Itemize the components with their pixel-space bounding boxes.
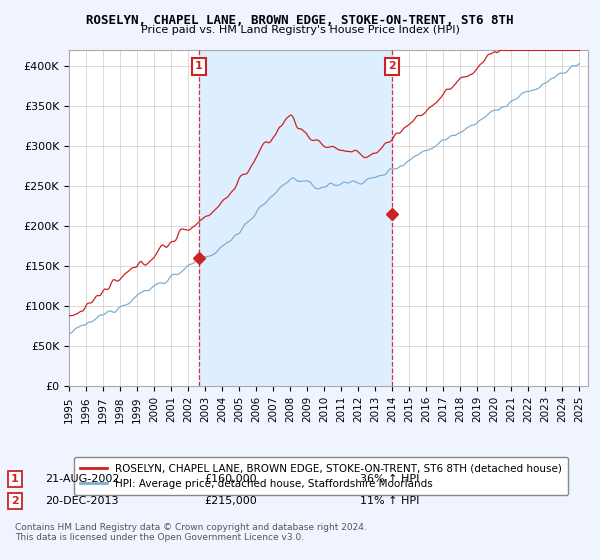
Text: 20-DEC-2013: 20-DEC-2013 xyxy=(45,496,119,506)
Text: 1: 1 xyxy=(195,62,203,71)
Text: This data is licensed under the Open Government Licence v3.0.: This data is licensed under the Open Gov… xyxy=(15,533,304,542)
Legend: ROSELYN, CHAPEL LANE, BROWN EDGE, STOKE-ON-TRENT, ST6 8TH (detached house), HPI:: ROSELYN, CHAPEL LANE, BROWN EDGE, STOKE-… xyxy=(74,457,568,495)
Text: 21-AUG-2002: 21-AUG-2002 xyxy=(45,474,119,484)
Bar xyxy=(199,50,392,386)
Text: 11% ↑ HPI: 11% ↑ HPI xyxy=(360,496,419,506)
Text: ROSELYN, CHAPEL LANE, BROWN EDGE, STOKE-ON-TRENT, ST6 8TH: ROSELYN, CHAPEL LANE, BROWN EDGE, STOKE-… xyxy=(86,14,514,27)
Text: 2: 2 xyxy=(388,62,395,71)
Text: 1: 1 xyxy=(11,474,19,484)
Text: 2: 2 xyxy=(11,496,19,506)
Text: £215,000: £215,000 xyxy=(204,496,257,506)
Text: Price paid vs. HM Land Registry's House Price Index (HPI): Price paid vs. HM Land Registry's House … xyxy=(140,25,460,35)
Text: 36% ↑ HPI: 36% ↑ HPI xyxy=(360,474,419,484)
Text: £160,000: £160,000 xyxy=(204,474,257,484)
Text: Contains HM Land Registry data © Crown copyright and database right 2024.: Contains HM Land Registry data © Crown c… xyxy=(15,523,367,532)
